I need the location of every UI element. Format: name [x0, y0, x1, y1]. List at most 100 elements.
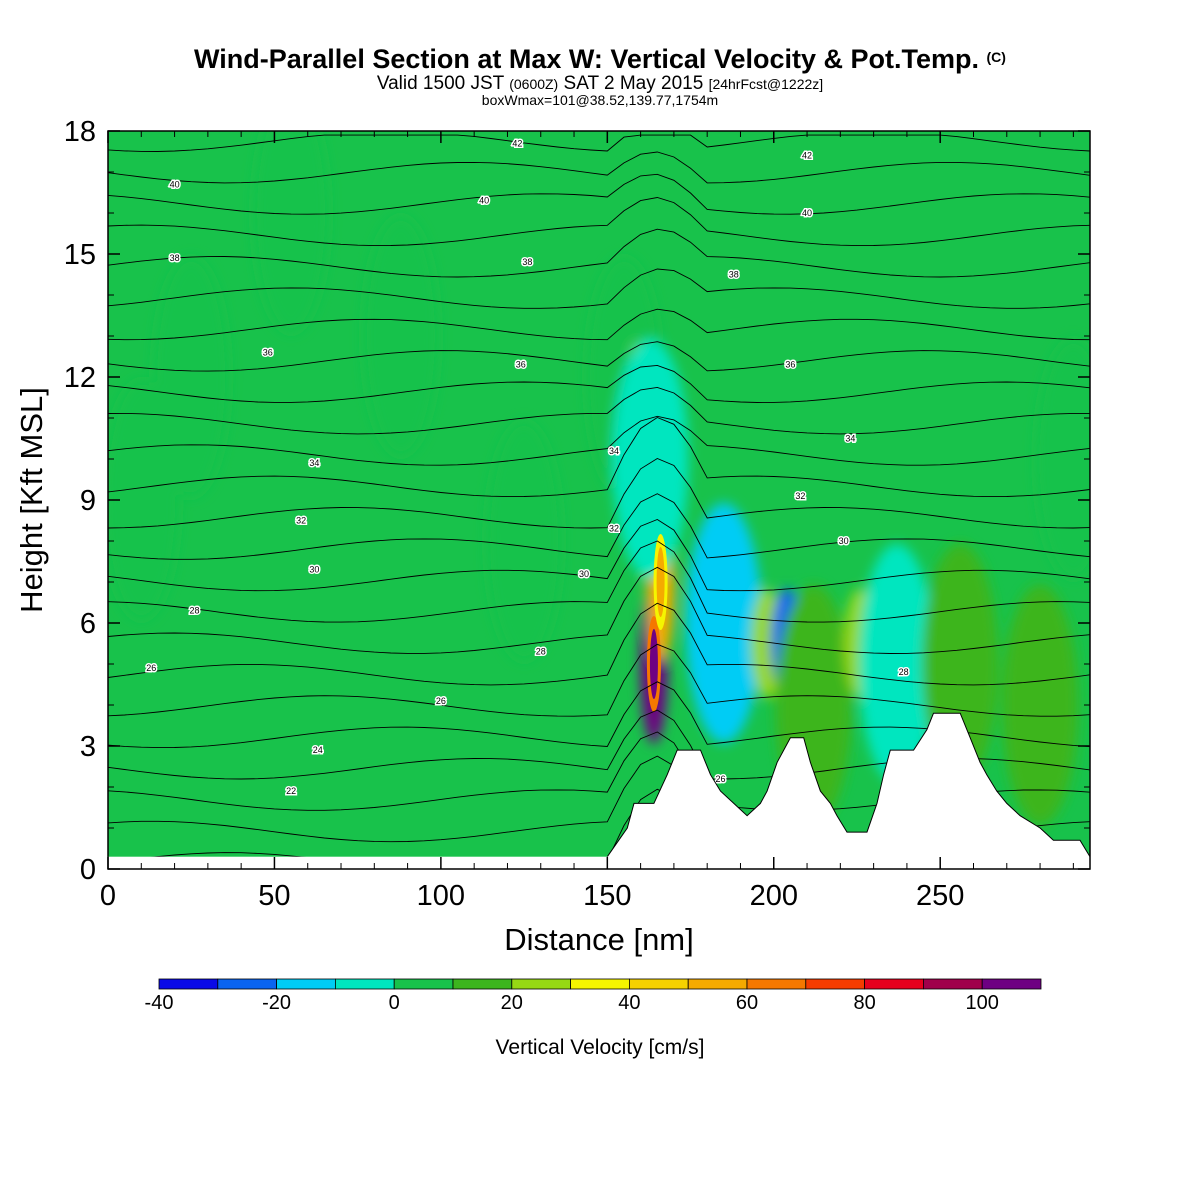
theta-contour	[108, 602, 1090, 686]
theta-label: 42	[512, 138, 522, 148]
colorbar-swatch	[452, 978, 513, 990]
theta-label: 34	[309, 458, 319, 468]
y-tick-label: 12	[64, 362, 96, 394]
colorbar-tick-label: 100	[965, 992, 999, 1014]
theta-label: 40	[802, 208, 812, 218]
w-feature	[362, 216, 439, 456]
theta-contours	[108, 134, 1090, 869]
y-tick-label: 3	[80, 731, 96, 763]
w-feature	[858, 544, 935, 784]
w-feature	[612, 339, 689, 579]
theta-contour	[108, 364, 1090, 403]
colorbar-tick-label: 40	[618, 992, 641, 1014]
chart-subtitle: Valid 1500 JST (0600Z) SAT 2 May 2015 [2…	[376, 73, 824, 94]
theta-contour	[108, 681, 1090, 749]
theta-label: 26	[715, 774, 725, 784]
box-max-info: boxWmax=101@38.52,139.77,1754m	[481, 92, 719, 108]
colorbar-swatch	[923, 978, 983, 990]
x-tick-label: 0	[100, 880, 116, 912]
colorbar-swatch	[276, 978, 336, 990]
colorbar-tick-label: 20	[500, 992, 523, 1014]
theta-contour	[108, 151, 1090, 184]
theta-label: 34	[609, 446, 619, 456]
theta-label: 38	[729, 270, 739, 280]
y-tick-label: 6	[80, 608, 96, 640]
theta-label: 22	[286, 786, 296, 796]
x-tick-label: 250	[916, 880, 964, 912]
y-tick-label: 15	[64, 239, 96, 271]
theta-label: 28	[536, 647, 546, 657]
theta-label: 34	[845, 434, 855, 444]
colorbar-tick-label: 80	[853, 992, 876, 1014]
x-tick-label: 150	[583, 880, 631, 912]
chart-title: Wind-Parallel Section at Max W: Vertical…	[194, 44, 1006, 74]
theta-label: 26	[436, 696, 446, 706]
colorbar-swatch	[864, 978, 924, 990]
y-tick-label: 0	[80, 854, 96, 886]
theta-contour	[108, 643, 1090, 717]
colorbar-swatch	[158, 978, 219, 990]
theta-label: 32	[296, 516, 306, 526]
theta-contour	[108, 416, 1090, 498]
theta-label: 38	[170, 253, 180, 263]
colorbar-swatch	[629, 978, 689, 990]
theta-labels: 42 42 40 40 40 38 38 38 36 36 36 34 34 34 32 32 32 30 30 30…	[145, 137, 910, 798]
colorbar-swatch	[334, 978, 395, 990]
colorbar-tick-label: 60	[735, 992, 759, 1014]
colorbar-swatch	[746, 978, 807, 990]
ground	[108, 856, 1090, 869]
plot-area: 42 42 40 40 40 38 38 38 36 36 36 34 34 34 32 32 32 30 30 30…	[108, 131, 1090, 869]
theta-label: 36	[263, 347, 273, 357]
theta-label: 28	[190, 606, 200, 616]
y-axis-label: Height [Kft MSL]	[14, 387, 49, 613]
x-tick-label: 50	[258, 880, 290, 912]
colorbar-swatch	[393, 978, 454, 990]
theta-label: 32	[609, 524, 619, 534]
theta-contour	[108, 134, 1090, 152]
theta-contour	[108, 415, 1090, 466]
w-feature	[685, 503, 762, 743]
theta-contour	[108, 540, 1090, 623]
theta-contour	[108, 228, 1090, 278]
colorbar-tick-label: -40	[144, 992, 174, 1014]
theta-label: 30	[309, 565, 319, 575]
colorbar-swatch	[687, 978, 748, 990]
theta-label: 36	[785, 360, 795, 370]
colorbar-swatch	[805, 978, 865, 990]
theta-contour	[108, 457, 1090, 529]
w-feature	[486, 421, 563, 661]
w-feature	[1035, 339, 1090, 579]
colorbar-tick-label: 0	[388, 992, 400, 1014]
theta-contour	[108, 268, 1090, 309]
x-tick-label: 200	[750, 880, 798, 912]
w-feature	[153, 257, 230, 497]
theta-label: 30	[579, 569, 589, 579]
theta-contour	[108, 493, 1090, 560]
colorbar-tick-label: -20	[262, 992, 292, 1014]
theta-contour	[108, 518, 1090, 592]
colorbar-swatch	[511, 978, 571, 990]
theta-contour	[108, 386, 1090, 435]
colorbar-swatch	[217, 978, 278, 990]
theta-contour	[108, 341, 1090, 372]
theta-label: 26	[146, 663, 156, 673]
x-axis-label: Distance [nm]	[504, 922, 694, 957]
theta-label: 40	[479, 196, 489, 206]
colorbar	[158, 978, 1042, 990]
theta-contour	[108, 566, 1090, 654]
theta-contour	[108, 308, 1090, 341]
w-core	[656, 547, 665, 617]
y-tick-label: 18	[64, 116, 96, 148]
theta-label: 24	[313, 745, 323, 755]
w-core	[649, 629, 658, 699]
y-tick-label: 9	[80, 485, 96, 517]
theta-contour	[108, 173, 1090, 215]
theta-label: 40	[170, 179, 180, 189]
terrain	[606, 712, 1090, 869]
theta-label: 38	[522, 257, 532, 267]
colorbar-swatch	[981, 978, 1042, 990]
theta-label: 36	[516, 360, 526, 370]
colorbar-title: Vertical Velocity [cm/s]	[495, 1036, 705, 1059]
